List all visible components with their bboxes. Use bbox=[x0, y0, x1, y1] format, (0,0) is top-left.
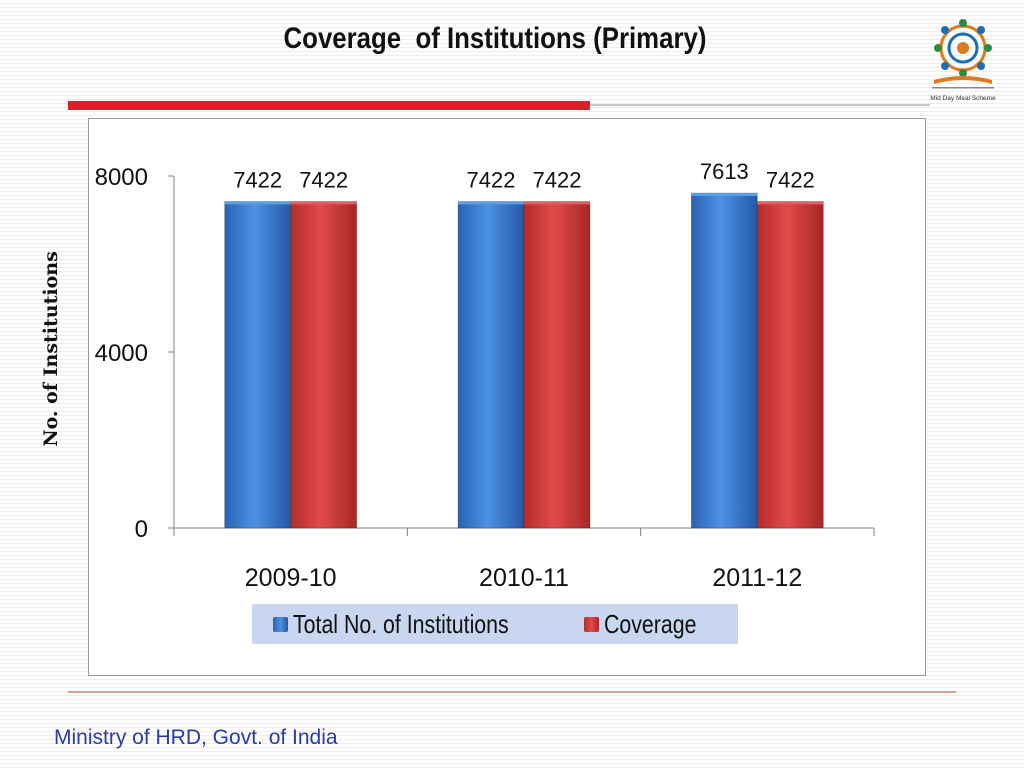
bar-coverage-cap bbox=[290, 201, 357, 205]
bar-total-cap bbox=[224, 201, 291, 205]
legend-item-coverage: Coverage bbox=[584, 609, 717, 640]
title-underline-red bbox=[68, 101, 590, 110]
bar-total bbox=[690, 192, 758, 529]
y-axis-title: No. of Institutions bbox=[40, 251, 62, 447]
logo-ring-icon bbox=[934, 19, 992, 77]
bar-coverage-cap bbox=[757, 201, 824, 205]
x-tick-label: 2010-11 bbox=[479, 564, 569, 592]
bar-coverage-cap bbox=[524, 201, 590, 205]
bar-coverage bbox=[290, 201, 358, 529]
data-label-coverage: 7422 bbox=[533, 167, 582, 192]
y-tick-label: 8000 bbox=[95, 164, 148, 191]
x-tick-label: 2009-10 bbox=[245, 564, 337, 592]
data-label-total: 7422 bbox=[467, 167, 516, 192]
chart-legend: Total No. of Institutions Coverage bbox=[252, 604, 738, 644]
title-underline-gray bbox=[590, 104, 930, 106]
legend-item-total: Total No. of Institutions bbox=[273, 609, 556, 640]
bar-total bbox=[224, 201, 292, 529]
footer-divider bbox=[68, 691, 956, 693]
legend-label-total: Total No. of Institutions bbox=[293, 608, 509, 639]
mid-day-meal-logo: Mid Day Meal Scheme bbox=[926, 14, 1000, 106]
data-label-coverage: 7422 bbox=[299, 167, 348, 192]
data-label-coverage: 7422 bbox=[766, 167, 815, 192]
bar-coverage bbox=[523, 201, 591, 529]
y-tick-label: 4000 bbox=[95, 340, 148, 367]
legend-label-coverage: Coverage bbox=[604, 608, 697, 639]
data-label-total: 7613 bbox=[700, 159, 749, 184]
bar-coverage bbox=[756, 201, 824, 529]
bar-total-cap bbox=[691, 193, 758, 197]
data-label-total: 7422 bbox=[233, 167, 282, 192]
bar-total bbox=[457, 201, 525, 529]
logo-caption: Mid Day Meal Scheme bbox=[930, 95, 996, 102]
bar-total-cap bbox=[458, 201, 524, 205]
slide-title: Coverage of Institutions (Primary) bbox=[283, 22, 707, 55]
legend-swatch-coverage bbox=[584, 616, 600, 632]
footer-text: Ministry of HRD, Govt. of India bbox=[54, 726, 338, 749]
x-tick-label: 2011-12 bbox=[712, 564, 802, 592]
legend-swatch-total bbox=[273, 616, 289, 632]
y-tick-label: 0 bbox=[135, 516, 148, 543]
